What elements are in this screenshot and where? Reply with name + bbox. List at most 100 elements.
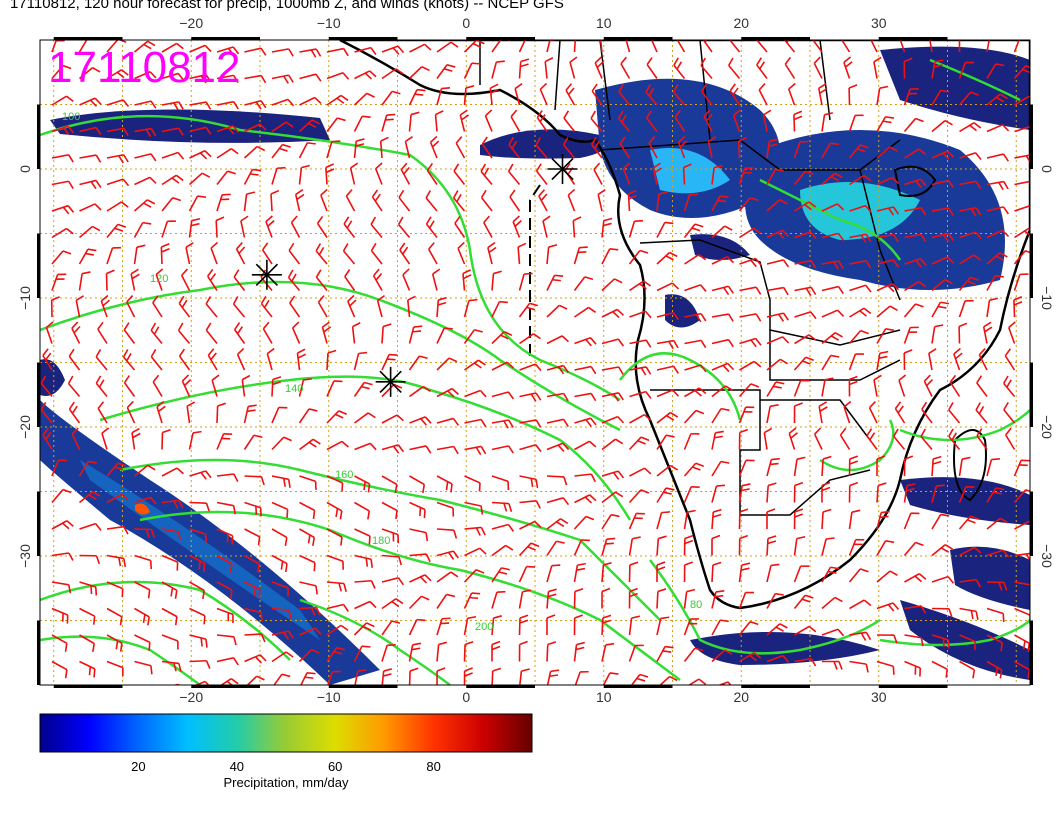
wind-barb (848, 481, 859, 503)
wind-barb (677, 135, 688, 159)
wind-barb (546, 669, 560, 685)
wind-barb (188, 217, 201, 238)
wind-barb (299, 606, 321, 616)
wind-barb (436, 475, 453, 493)
wind-barb (381, 620, 401, 636)
wind-barb (271, 554, 288, 573)
wind-barb (948, 428, 961, 451)
lon-tick-label-bottom: 20 (733, 689, 749, 705)
wind-barb (106, 40, 127, 53)
wind-barb (79, 203, 102, 212)
wind-barb (813, 427, 823, 450)
wind-barb (216, 100, 239, 110)
wind-barb (756, 57, 768, 79)
wind-barb (106, 69, 129, 80)
wind-barb (326, 349, 337, 371)
wind-barb (931, 575, 955, 584)
wind-barb (315, 269, 328, 291)
wind-barb (617, 110, 631, 133)
wind-barb (728, 40, 741, 53)
wind-barb (684, 387, 707, 398)
wind-barb (381, 113, 396, 132)
frame-tick-bar (741, 37, 810, 40)
wind-barb (656, 675, 678, 685)
wind-barb (629, 413, 652, 424)
wind-barb (353, 92, 375, 106)
wind-barb (436, 63, 456, 79)
wind-barb (628, 615, 641, 636)
wind-barb (244, 475, 265, 486)
wind-barb (459, 109, 470, 132)
wind-barb (794, 334, 817, 345)
wind-barb (574, 494, 597, 504)
wind-barb (463, 298, 478, 318)
wind-barb (711, 313, 734, 322)
wind-barb (71, 321, 81, 344)
wind-barb (347, 294, 357, 318)
wind-barb (161, 660, 182, 672)
wind-barb (480, 189, 493, 212)
wind-barb (299, 96, 322, 106)
wind-barb (656, 191, 668, 212)
wind-barb (189, 126, 212, 135)
frame-tick-bar (328, 685, 398, 688)
wind-barb (848, 84, 858, 106)
wind-barb (51, 95, 74, 106)
contour-label: 160 (335, 469, 353, 481)
wind-barb (903, 541, 924, 557)
wind-barb (481, 136, 493, 159)
wind-barb (298, 378, 312, 397)
wind-barb (601, 278, 623, 292)
wind-barb (794, 259, 817, 269)
wind-barb (903, 512, 920, 530)
wind-barb (794, 657, 817, 667)
wind-barb (711, 430, 724, 450)
wind-barb (766, 168, 784, 185)
wind-barb (546, 540, 565, 556)
wind-barb (601, 672, 619, 685)
wind-barb (821, 260, 844, 270)
wind-barb (381, 353, 398, 371)
wind-barb (903, 349, 913, 371)
wind-barb (737, 136, 747, 159)
wind-barb (711, 195, 729, 212)
wind-barb (893, 428, 906, 451)
wind-barb (711, 561, 722, 583)
wind-barb (674, 109, 686, 132)
lon-tick-label-bottom: −10 (317, 689, 341, 705)
wind-barb (574, 417, 597, 427)
wind-barb (216, 433, 233, 450)
colorbar-tick-label: 80 (426, 759, 441, 774)
wind-barb (354, 442, 377, 451)
wind-barb (601, 470, 625, 480)
wind-barb (794, 311, 817, 320)
colorbar-tick-label: 60 (327, 759, 343, 774)
wind-barb (821, 628, 845, 637)
wind-barb (590, 110, 603, 133)
wind-barb (519, 520, 542, 530)
wind-barb (739, 286, 762, 295)
wind-barb (436, 357, 458, 371)
wind-barb (958, 485, 975, 503)
wind-barb (512, 215, 522, 238)
wind-barb (517, 242, 527, 265)
wind-barb (904, 148, 927, 159)
wind-barb (849, 260, 872, 269)
wind-barb (42, 348, 53, 371)
wind-barb (78, 491, 101, 504)
wind-barb (646, 110, 658, 132)
wind-barb (379, 136, 389, 159)
wind-barb (126, 295, 136, 318)
wind-barb (738, 383, 760, 398)
wind-barb (134, 554, 153, 570)
wind-barb (408, 325, 423, 344)
wind-barb (409, 574, 432, 584)
lon-tick-label-bottom: 0 (462, 689, 470, 705)
wind-barb (106, 99, 130, 108)
wind-barb (464, 475, 481, 492)
wind-barb (821, 660, 843, 670)
wind-barb (207, 348, 218, 371)
wind-barb (518, 614, 529, 636)
wind-barb (216, 148, 239, 159)
wind-barb (931, 59, 944, 79)
